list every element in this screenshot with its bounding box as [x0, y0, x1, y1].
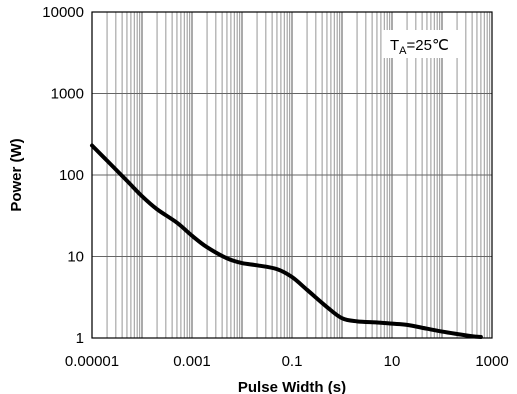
- y-tick-label: 1: [76, 330, 84, 347]
- y-tick-labels: 10000 1000 100 10 1: [42, 4, 84, 347]
- annotation-text: TA=25℃: [390, 37, 449, 57]
- x-tick-labels: 0.00001 0.001 0.1 10 1000: [65, 353, 509, 370]
- annotation-main: T: [390, 37, 399, 54]
- annotation-box: [383, 30, 463, 58]
- grid: [91, 12, 492, 338]
- x-tick-label: 10: [384, 353, 401, 370]
- plot-area: [91, 11, 493, 339]
- y-tick-label: 100: [59, 167, 84, 184]
- y-tick-label: 10: [67, 249, 84, 266]
- y-tick-label: 10000: [42, 4, 84, 21]
- x-tick-label: 0.001: [173, 353, 211, 370]
- annotation-subscript: A: [399, 45, 407, 57]
- series-layer: [90, 143, 483, 339]
- temperature-annotation: TA=25℃: [383, 30, 463, 58]
- x-tick-label: 0.00001: [65, 353, 119, 370]
- y-tick-label: 1000: [51, 86, 84, 103]
- y-axis-title: Power (W): [8, 138, 25, 211]
- annotation-rest: =25℃: [407, 37, 449, 54]
- x-axis-title: Pulse Width (s): [238, 379, 346, 394]
- x-tick-label: 1000: [475, 353, 508, 370]
- power-curve: [90, 143, 483, 339]
- x-tick-label: 0.1: [282, 353, 303, 370]
